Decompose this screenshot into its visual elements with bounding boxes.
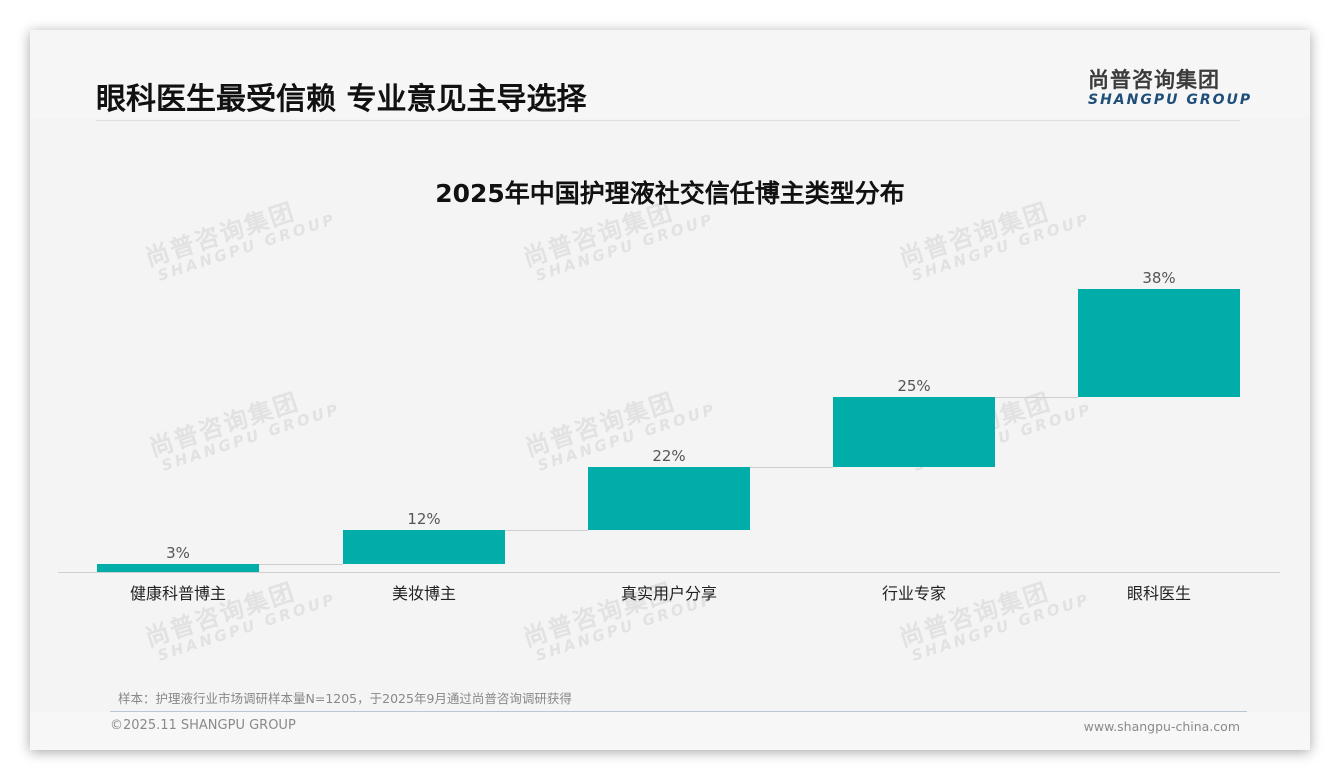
footer-divider bbox=[110, 711, 1247, 712]
website-link[interactable]: www.shangpu-china.com bbox=[1083, 719, 1240, 734]
category-label: 美妆博主 bbox=[391, 584, 456, 603]
category-label: 行业专家 bbox=[881, 584, 946, 603]
x-axis-line bbox=[58, 572, 1280, 573]
header-band bbox=[30, 30, 1310, 118]
bar-segment bbox=[343, 529, 505, 564]
logo-text-en: SHANGPU GROUP bbox=[1088, 92, 1253, 108]
bar-value-label: 25% bbox=[897, 376, 931, 395]
chart-title: 2025年中国护理液社交信任博主类型分布 bbox=[435, 179, 905, 208]
bar-segment bbox=[588, 467, 750, 530]
category-label: 眼科医生 bbox=[1126, 584, 1191, 603]
connector-line bbox=[259, 563, 343, 565]
connector-line bbox=[505, 529, 588, 531]
connector-line bbox=[750, 467, 833, 469]
bar-value-label: 22% bbox=[652, 447, 686, 466]
copyright-text: ©2025.11 SHANGPU GROUP bbox=[110, 718, 296, 733]
bar-segment bbox=[1078, 289, 1240, 397]
bar-value-label: 12% bbox=[407, 509, 441, 528]
category-label: 真实用户分享 bbox=[620, 584, 717, 603]
bar-value-label: 38% bbox=[1142, 269, 1176, 287]
bar-segment bbox=[833, 396, 995, 468]
footer-band bbox=[30, 712, 1310, 750]
title-divider bbox=[96, 120, 1240, 121]
bar-segment bbox=[97, 563, 259, 572]
bar-value-label: 3% bbox=[166, 543, 190, 562]
page-title: 眼科医生最受信赖 专业意见主导选择 bbox=[96, 82, 587, 117]
logo-text-cn: 尚普咨询集团 bbox=[1088, 68, 1220, 92]
sample-note: 样本：护理液行业市场调研样本量N=1205，于2025年9月通过尚普咨询调研获得 bbox=[118, 691, 572, 706]
category-label: 健康科普博主 bbox=[129, 584, 226, 603]
connector-line bbox=[995, 396, 1078, 398]
slide: 尚普咨询集团 SHANGPU GROUP 尚普咨询集团 SHANGPU GROUP … bbox=[30, 30, 1310, 750]
company-logo: 尚普咨询集团 SHANGPU GROUP bbox=[1088, 64, 1252, 108]
